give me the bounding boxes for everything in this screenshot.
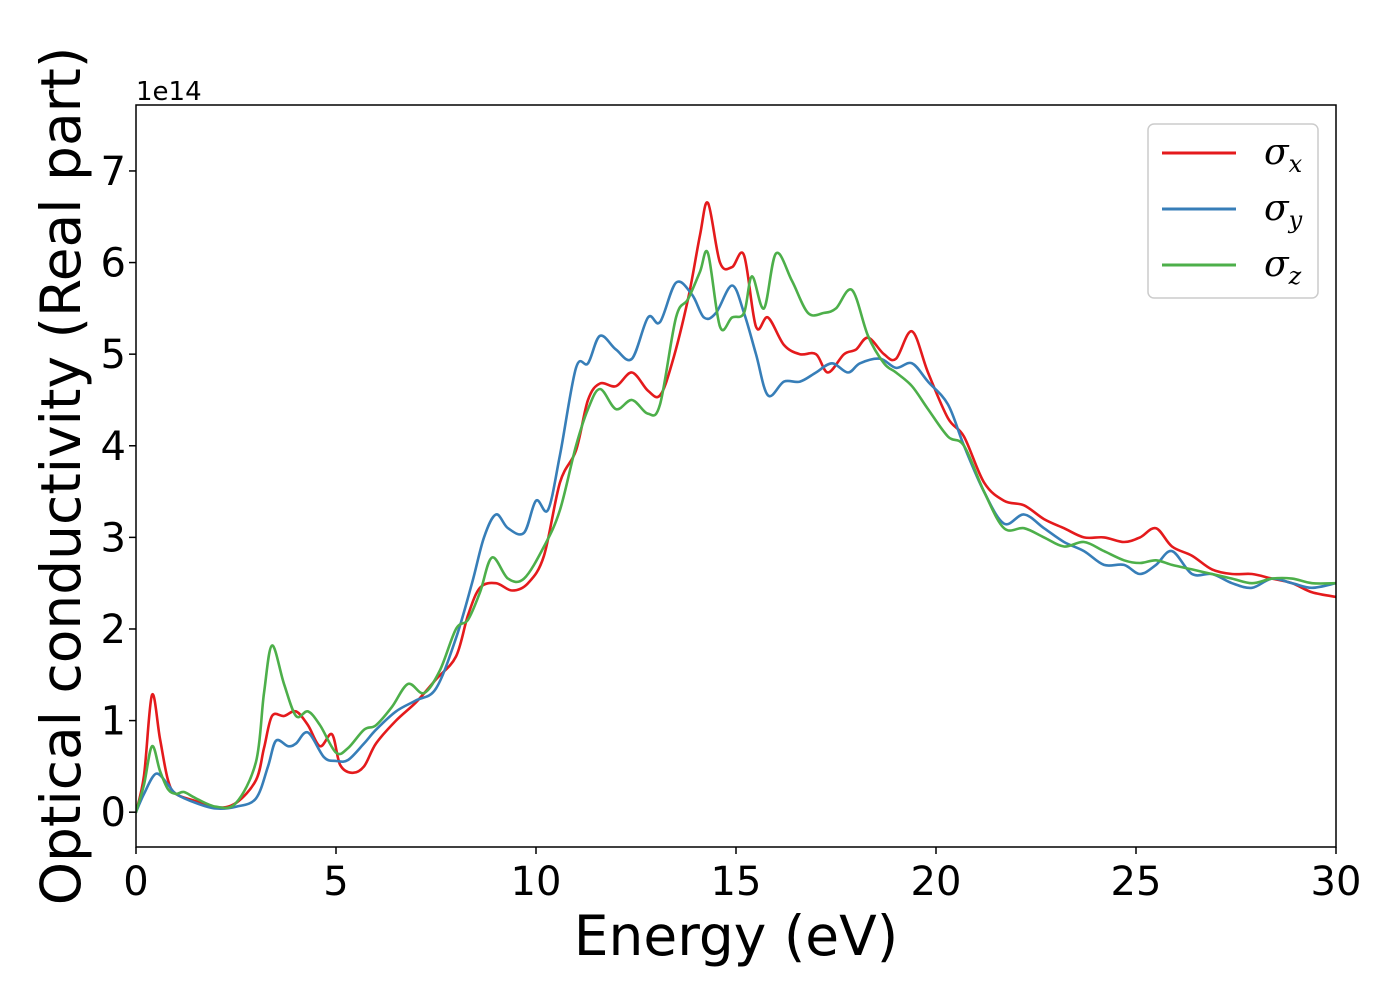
y-tick-label: 7 xyxy=(101,149,126,195)
y-tick-label: 1 xyxy=(101,699,126,745)
x-tick-label: 25 xyxy=(1111,859,1162,905)
plot-area xyxy=(136,201,1336,814)
legend-frame xyxy=(1147,123,1319,299)
y-tick-label: 0 xyxy=(101,790,126,836)
legend: σx σy σz xyxy=(1147,123,1319,299)
x-tick-label: 30 xyxy=(1311,859,1362,905)
series-line-sigma-z xyxy=(136,249,1336,814)
series-layer xyxy=(136,201,1336,814)
y-axis: 0 1 2 3 4 5 6 7 xyxy=(101,149,136,836)
y-tick-label: 3 xyxy=(101,515,126,561)
x-tick-label: 15 xyxy=(711,859,762,905)
x-tick-label: 20 xyxy=(911,859,962,905)
x-tick-label: 10 xyxy=(511,859,562,905)
legend-label-sigma-z: σz xyxy=(1264,244,1302,290)
x-axis: 0 5 10 15 20 25 30 xyxy=(123,847,1361,905)
series-line-sigma-x xyxy=(136,201,1336,814)
x-axis-title: Energy (eV) xyxy=(574,904,898,968)
x-tick-label: 0 xyxy=(123,859,148,905)
series-line-sigma-y xyxy=(136,280,1336,814)
legend-label-sigma-y: σy xyxy=(1264,188,1303,234)
y-tick-label: 5 xyxy=(101,332,126,378)
y-tick-label: 4 xyxy=(101,424,126,470)
y-tick-label: 6 xyxy=(101,241,126,287)
x-tick-label: 5 xyxy=(323,859,348,905)
y-tick-label: 2 xyxy=(101,607,126,653)
y-axis-title: Optical conductivity (Real part) xyxy=(29,47,93,906)
y-offset-label: 1e14 xyxy=(136,77,202,107)
legend-label-sigma-x: σx xyxy=(1264,132,1303,178)
